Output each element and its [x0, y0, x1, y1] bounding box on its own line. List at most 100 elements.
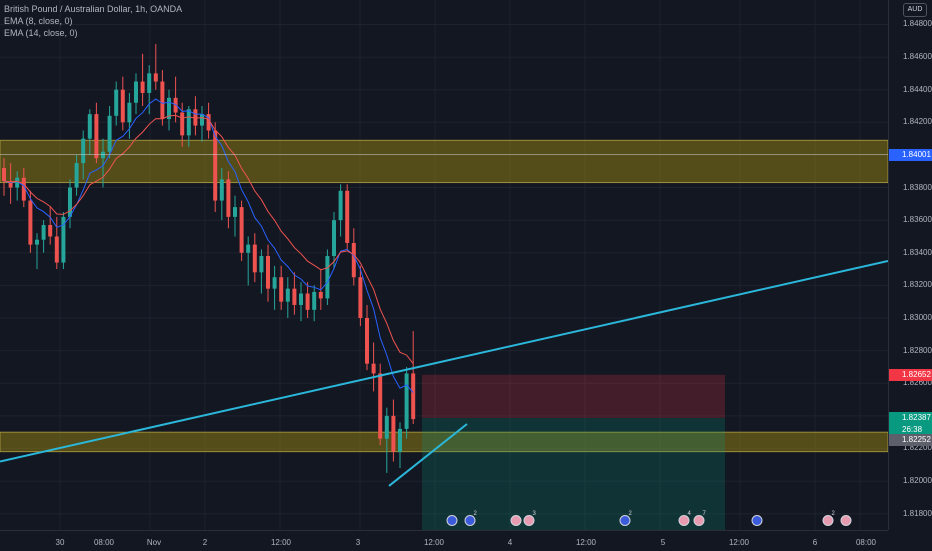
- candle-bullish: [272, 277, 277, 289]
- earnings-event-icon[interactable]: 2: [619, 511, 632, 526]
- candle-bullish: [325, 256, 330, 299]
- price-label: 1.82652: [889, 368, 932, 381]
- candle-bearish: [391, 415, 396, 452]
- dividend-event-icon[interactable]: 3: [523, 511, 536, 526]
- candle-bearish: [94, 114, 99, 159]
- time-tick-label: 12:00: [728, 538, 750, 547]
- dividend-event-icon[interactable]: 4: [678, 511, 691, 526]
- event-count: 2: [831, 511, 835, 517]
- candle-bearish: [411, 373, 416, 420]
- price-tick-label: 1.82800: [903, 345, 932, 355]
- candle-bullish: [312, 291, 317, 310]
- candle-bullish: [219, 179, 224, 201]
- candle-bearish: [239, 207, 244, 253]
- candle-bullish: [107, 115, 112, 152]
- candle-bearish: [2, 167, 6, 182]
- time-tick-label: 6: [812, 538, 818, 547]
- dividend-event-icon[interactable]: [510, 515, 522, 526]
- candle-bullish: [147, 73, 152, 93]
- take-profit-area: [422, 417, 725, 530]
- candle-bullish: [246, 244, 251, 253]
- time-tick-label: 12:00: [270, 538, 292, 547]
- event-count: 3: [532, 511, 536, 517]
- candle-bearish: [48, 225, 53, 237]
- price-tick-label: 1.82000: [903, 476, 932, 486]
- price-label: 26:38: [889, 423, 932, 436]
- candle-bullish: [259, 256, 264, 273]
- candle-bearish: [54, 236, 59, 263]
- candle-bearish: [160, 81, 165, 120]
- price-label: 1.82387: [889, 411, 932, 424]
- candle-bullish: [285, 288, 290, 302]
- dividend-event-icon[interactable]: 2: [822, 511, 835, 526]
- ema8-line: [3, 98, 414, 393]
- ema8-indicator-label[interactable]: EMA (8, close, 0): [4, 16, 73, 26]
- candle-bearish: [365, 318, 369, 364]
- candle-bearish: [305, 293, 310, 310]
- time-tick-label: 5: [660, 538, 666, 547]
- candle-bullish: [15, 177, 20, 188]
- dividend-event-icon[interactable]: 7: [693, 511, 706, 526]
- price-label: 1.84001: [889, 148, 932, 161]
- candle-bullish: [384, 415, 389, 439]
- candle-bearish: [120, 89, 125, 123]
- earnings-event-icon[interactable]: [751, 515, 763, 526]
- time-axis[interactable]: 30 08:00 Nov 2 12:00 3 12:00 4 12:00 5 12:00 6 08:00: [0, 530, 888, 551]
- candle-bullish: [186, 109, 191, 136]
- candle-bullish: [61, 216, 66, 263]
- time-tick-label: 08:00: [93, 538, 115, 547]
- candle-bullish: [114, 89, 119, 116]
- candle-bearish: [213, 130, 218, 201]
- time-tick-label: 30: [55, 538, 65, 547]
- price-tick-label: 1.84200: [903, 117, 932, 127]
- symbol-title[interactable]: British Pound / Australian Dollar, 1h, O…: [4, 4, 183, 14]
- time-tick-label: 12:00: [575, 538, 597, 547]
- candle-bearish: [153, 73, 158, 82]
- ema14-indicator-label[interactable]: EMA (14, close, 0): [4, 28, 78, 38]
- candle-bullish: [398, 428, 402, 452]
- candle-bearish: [358, 277, 363, 318]
- ema14-line: [3, 114, 414, 365]
- currency-button[interactable]: AUD: [903, 3, 927, 17]
- price-tick-label: 1.83800: [903, 182, 932, 192]
- time-tick-label: Nov: [146, 538, 162, 547]
- price-tick-label: 1.82200: [903, 443, 932, 453]
- price-tick-label: 1.84800: [903, 19, 932, 29]
- price-tick-label: 1.81800: [903, 508, 932, 518]
- time-tick-label: 4: [507, 538, 513, 547]
- price-axis[interactable]: 1.84800 1.84600 1.84400 1.84200 1.83800 1.836…: [888, 0, 932, 530]
- time-tick-label: 12:00: [423, 538, 445, 547]
- event-count: 2: [628, 511, 632, 517]
- price-tick-label: 1.84600: [903, 52, 932, 62]
- candle-bearish: [345, 190, 350, 243]
- candle-bearish: [266, 256, 270, 289]
- time-tick-label: 08:00: [855, 538, 877, 547]
- candle-bearish: [21, 177, 26, 201]
- price-tick-label: 1.84400: [903, 84, 932, 94]
- event-count: 2: [473, 511, 477, 517]
- time-tick-label: 3: [355, 538, 361, 547]
- candle-bullish: [332, 220, 336, 257]
- candle-bearish: [378, 373, 383, 439]
- candle-bearish: [193, 109, 198, 126]
- earnings-event-icon[interactable]: 2: [464, 511, 477, 526]
- candle-bearish: [226, 179, 231, 217]
- dividend-event-icon[interactable]: [840, 515, 852, 526]
- candle-bearish: [252, 244, 257, 273]
- candle-bullish: [338, 190, 343, 221]
- chart-legend: British Pound / Australian Dollar, 1h, O…: [4, 3, 182, 39]
- candle-bearish: [140, 81, 145, 93]
- earnings-event-icon[interactable]: [446, 515, 458, 526]
- candle-bullish: [74, 163, 79, 188]
- price-chart[interactable]: [0, 0, 888, 530]
- candle-bearish: [279, 277, 284, 302]
- candle-bearish: [318, 291, 323, 299]
- price-tick-label: 1.83600: [903, 215, 932, 225]
- candle-bearish: [292, 288, 297, 305]
- candle-bearish: [28, 200, 33, 245]
- candle-bullish: [127, 102, 132, 123]
- candle-bullish: [167, 97, 171, 120]
- price-label: 1.82252: [889, 433, 932, 446]
- candle-bearish: [351, 242, 356, 278]
- candle-bearish: [180, 112, 185, 136]
